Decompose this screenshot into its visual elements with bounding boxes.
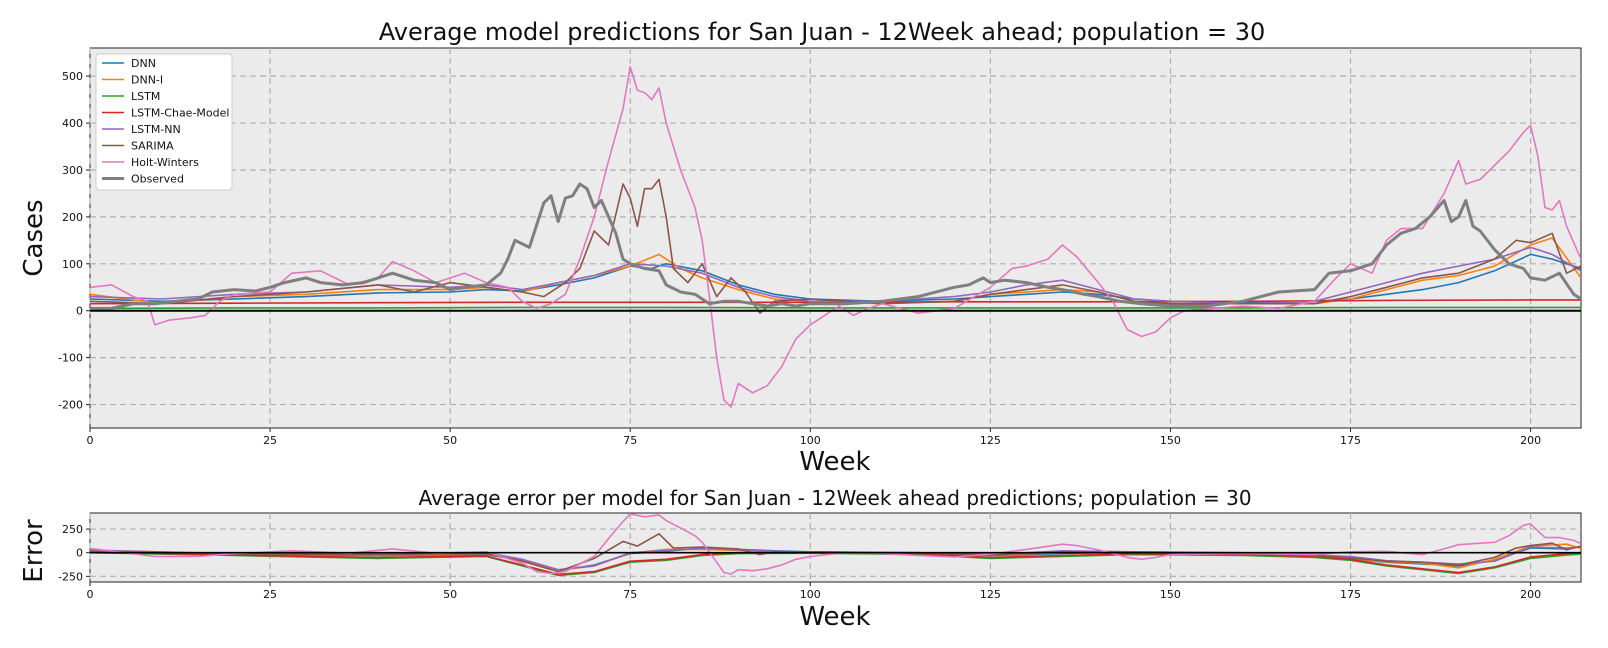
- bottom-plot-area: [89, 512, 1582, 583]
- bottom-x-axis-label: Week: [799, 602, 870, 632]
- bottom-xtick-label: 175: [1340, 588, 1361, 601]
- top-ytick-label: 300: [62, 164, 83, 177]
- legend-label: Holt-Winters: [131, 156, 199, 169]
- series-line-holt-winters: [90, 513, 1581, 575]
- legend: DNN DNN-I LSTM LSTM-Chae-Model LSTM-NN SARIMA…: [95, 53, 233, 191]
- top-xtick-label: 200: [1520, 434, 1541, 447]
- legend-label: Observed: [131, 173, 184, 186]
- bottom-ytick-label: 250: [62, 523, 83, 536]
- top-xtick-label: 175: [1340, 434, 1361, 447]
- top-xtick-label: 150: [1160, 434, 1181, 447]
- series-line-observed: [90, 182, 1581, 310]
- top-series-group: [90, 66, 1581, 408]
- top-ytick-label: 100: [62, 258, 83, 271]
- bottom-ytick-label: 0: [76, 547, 83, 560]
- top-xtick-label: 0: [87, 434, 94, 447]
- bottom-series-lines: [90, 513, 1581, 577]
- series-line-sarima: [90, 178, 1581, 314]
- legend-box: [95, 53, 233, 191]
- legend-label: LSTM-NN: [131, 123, 181, 136]
- bottom-chart-title: Average error per model for San Juan - 1…: [418, 486, 1251, 510]
- bottom-chart: Average error per model for San Juan - 1…: [19, 486, 1582, 632]
- top-y-ticks: -200 -100 0 100 200 300 400 500: [58, 70, 90, 412]
- top-ytick-label: -200: [58, 399, 83, 412]
- legend-label: DNN: [131, 57, 156, 70]
- legend-label: LSTM-Chae-Model: [131, 107, 229, 120]
- top-xtick-label: 25: [263, 434, 277, 447]
- top-xtick-label: 75: [623, 434, 637, 447]
- bottom-series-group: [90, 513, 1581, 577]
- top-x-axis-label: Week: [799, 447, 870, 477]
- top-chart: Average model predictions for San Juan -…: [19, 18, 1582, 477]
- top-ytick-label: 500: [62, 70, 83, 83]
- bottom-y-axis-label: Error: [19, 519, 49, 583]
- bottom-ytick-label: -250: [58, 570, 83, 583]
- top-xtick-label: 125: [980, 434, 1001, 447]
- bottom-y-ticks: -250 0 250: [58, 523, 90, 583]
- top-x-ticks: 0 25 50 75 100 125 150 175 200: [87, 428, 1541, 447]
- bottom-xtick-label: 200: [1520, 588, 1541, 601]
- top-ytick-label: 200: [62, 211, 83, 224]
- top-xtick-label: 50: [443, 434, 457, 447]
- bottom-xtick-label: 75: [623, 588, 637, 601]
- bottom-x-ticks: 0 25 50 75 100 125 150 175 200: [87, 582, 1541, 601]
- top-chart-title: Average model predictions for San Juan -…: [379, 18, 1266, 46]
- bottom-xtick-label: 125: [980, 588, 1001, 601]
- top-gridlines: [89, 48, 1581, 428]
- top-y-axis-label: Cases: [19, 199, 49, 276]
- bottom-xtick-label: 0: [87, 588, 94, 601]
- series-line-holt-winters: [90, 66, 1581, 408]
- legend-items: DNN DNN-I LSTM LSTM-Chae-Model LSTM-NN SARIMA…: [102, 57, 229, 186]
- bottom-xtick-label: 150: [1160, 588, 1181, 601]
- top-ytick-label: 400: [62, 117, 83, 130]
- top-plot-area: [89, 47, 1582, 429]
- top-series-lines: [90, 66, 1581, 408]
- legend-label: LSTM: [131, 90, 160, 103]
- top-xtick-label: 100: [800, 434, 821, 447]
- bottom-xtick-label: 25: [263, 588, 277, 601]
- top-ytick-label: 0: [76, 305, 83, 318]
- bottom-xtick-label: 100: [800, 588, 821, 601]
- top-ytick-label: -100: [58, 352, 83, 365]
- legend-label: DNN-I: [131, 74, 163, 87]
- legend-label: SARIMA: [131, 140, 174, 153]
- series-line-lstm: [90, 306, 1581, 310]
- bottom-xtick-label: 50: [443, 588, 457, 601]
